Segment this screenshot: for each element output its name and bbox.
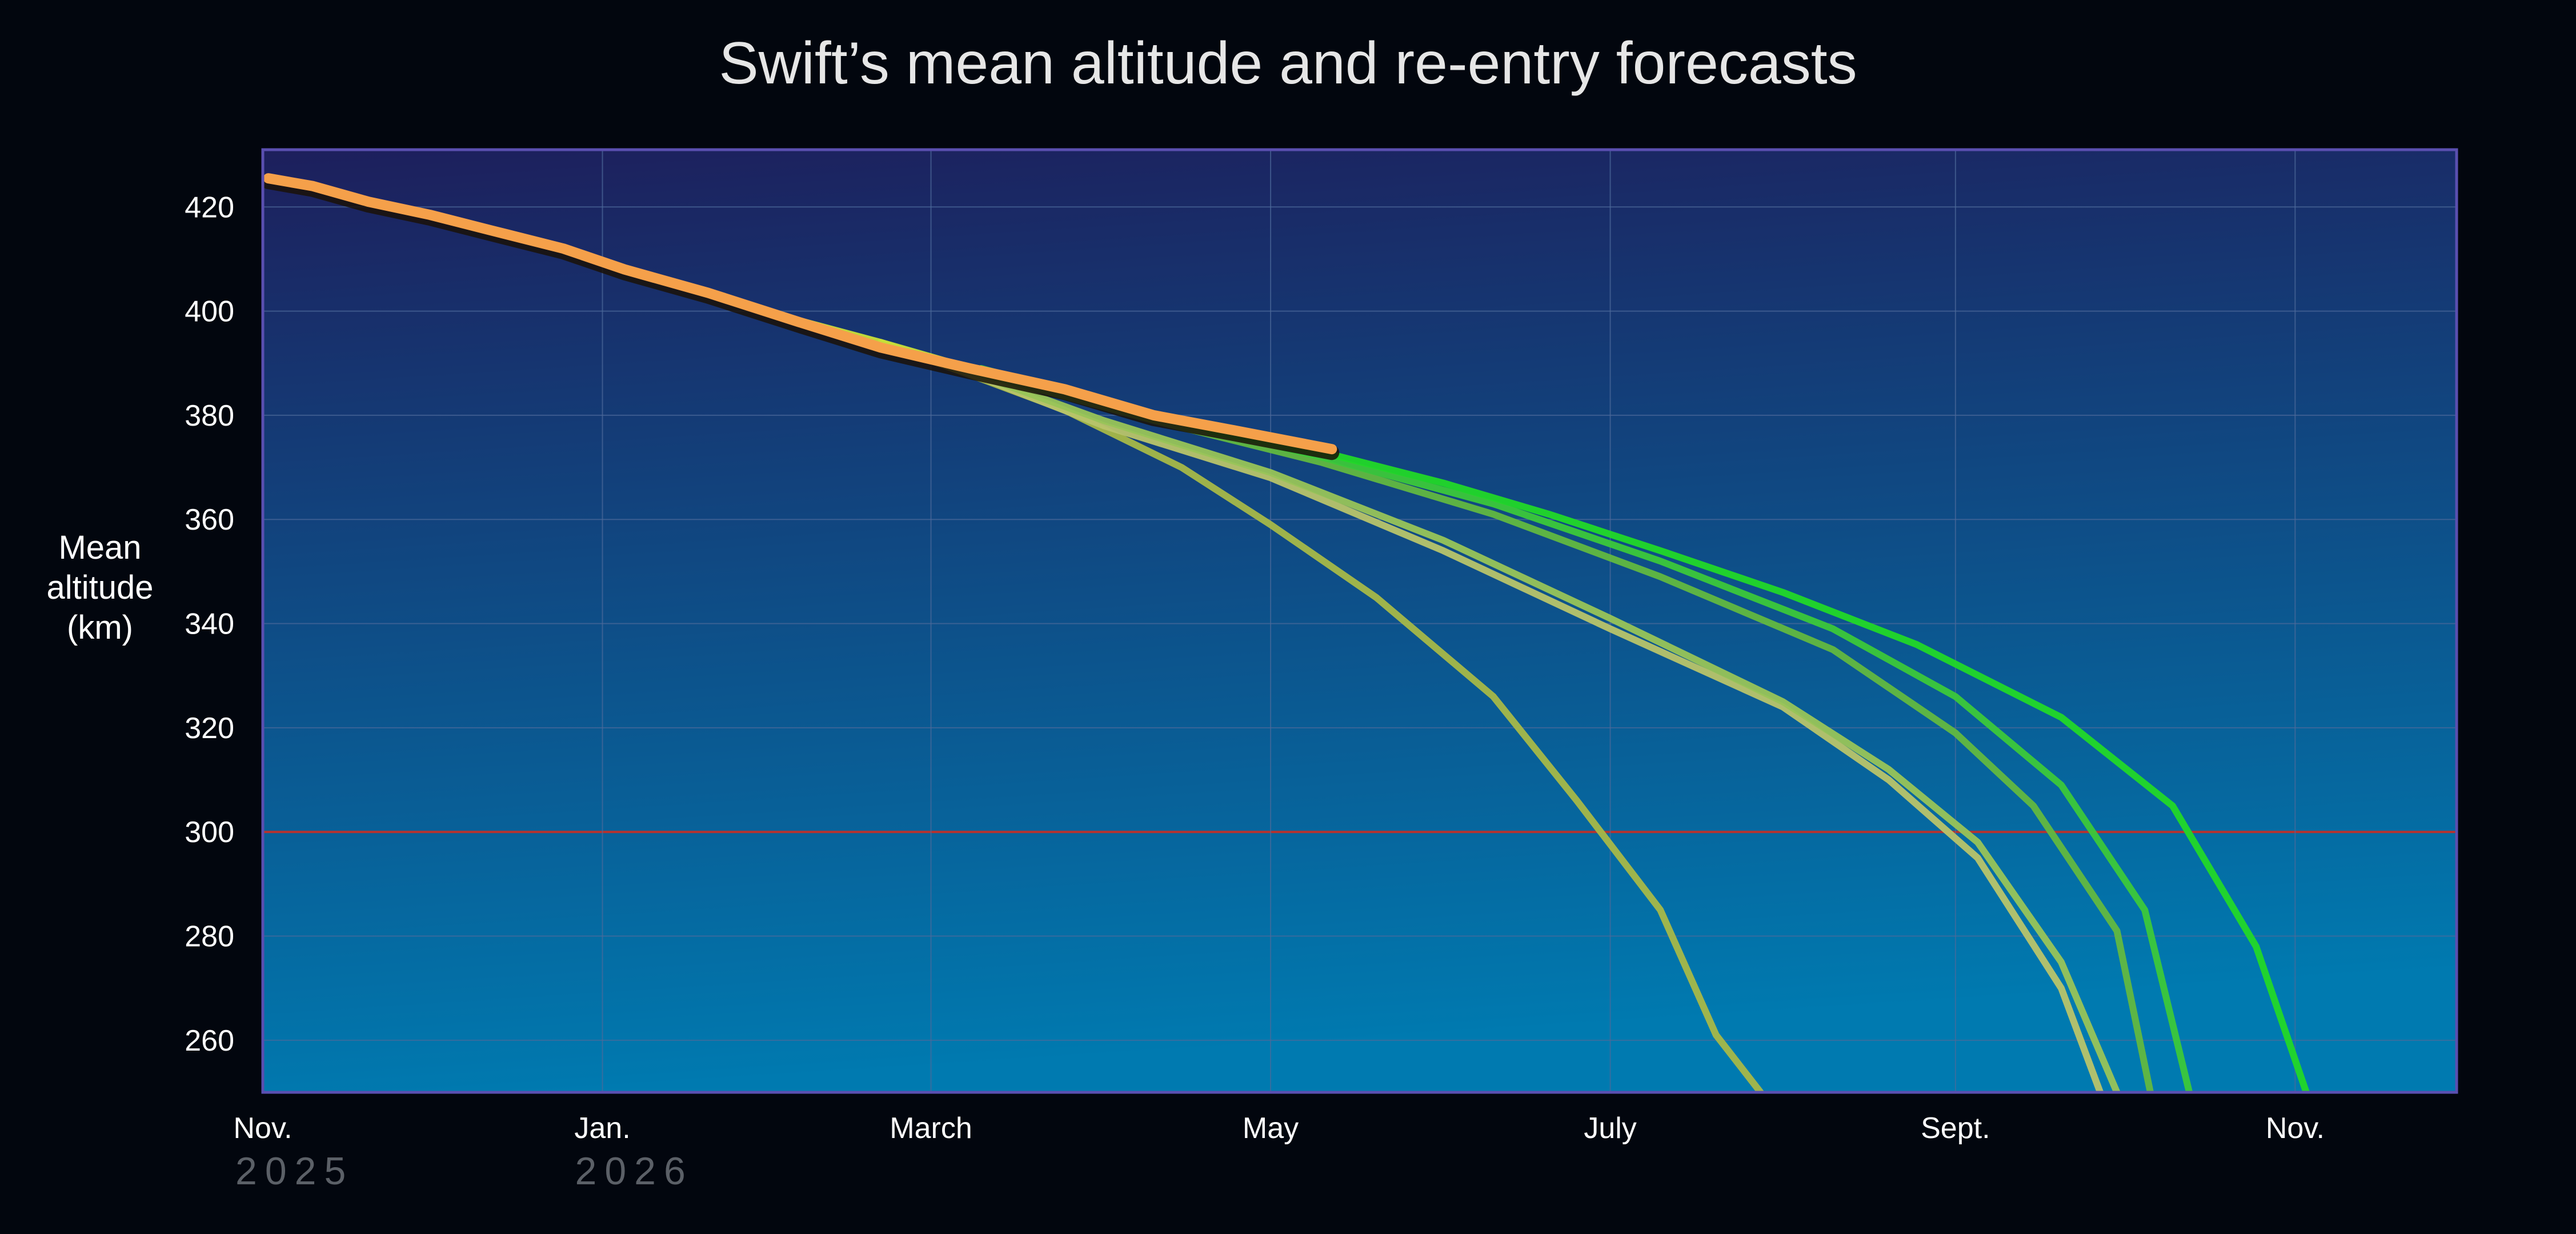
plot-area bbox=[263, 150, 2457, 1092]
forecast-line bbox=[1205, 427, 2310, 1092]
y-tick-label: 300 bbox=[185, 816, 234, 849]
observed-altitude-line bbox=[263, 173, 1337, 455]
x-tick-label: Nov. bbox=[2266, 1112, 2325, 1145]
y-axis-label-line: Mean bbox=[58, 529, 142, 566]
y-tick-label: 320 bbox=[185, 712, 234, 745]
x-tick-label: Sept. bbox=[1921, 1112, 1990, 1145]
y-axis-label: Mean altitude (km) bbox=[23, 528, 177, 648]
y-axis-label-line: (km) bbox=[67, 609, 133, 646]
x-tick-label: Nov. bbox=[233, 1112, 292, 1145]
y-tick-label: 340 bbox=[185, 608, 234, 641]
forecast-line bbox=[927, 354, 2104, 1092]
y-tick-label: 260 bbox=[185, 1024, 234, 1057]
y-tick-label: 380 bbox=[185, 399, 234, 432]
plot-frame bbox=[261, 148, 2458, 1094]
x-tick-label: March bbox=[890, 1112, 972, 1145]
forecast-line bbox=[927, 354, 2121, 1092]
year-label: 2026 bbox=[575, 1149, 694, 1193]
x-tick-label: July bbox=[1584, 1112, 1636, 1145]
y-tick-label: 360 bbox=[185, 503, 234, 536]
y-axis-label-line: altitude bbox=[46, 569, 154, 606]
x-tick-label: May bbox=[1243, 1112, 1299, 1145]
y-tick-label: 400 bbox=[185, 295, 234, 328]
y-tick-label: 280 bbox=[185, 920, 234, 953]
x-tick-label: Jan. bbox=[574, 1112, 630, 1145]
y-tick-label: 420 bbox=[185, 191, 234, 224]
chart-title: Swift’s mean altitude and re-entry forec… bbox=[719, 30, 1857, 97]
year-label: 2025 bbox=[235, 1149, 354, 1193]
